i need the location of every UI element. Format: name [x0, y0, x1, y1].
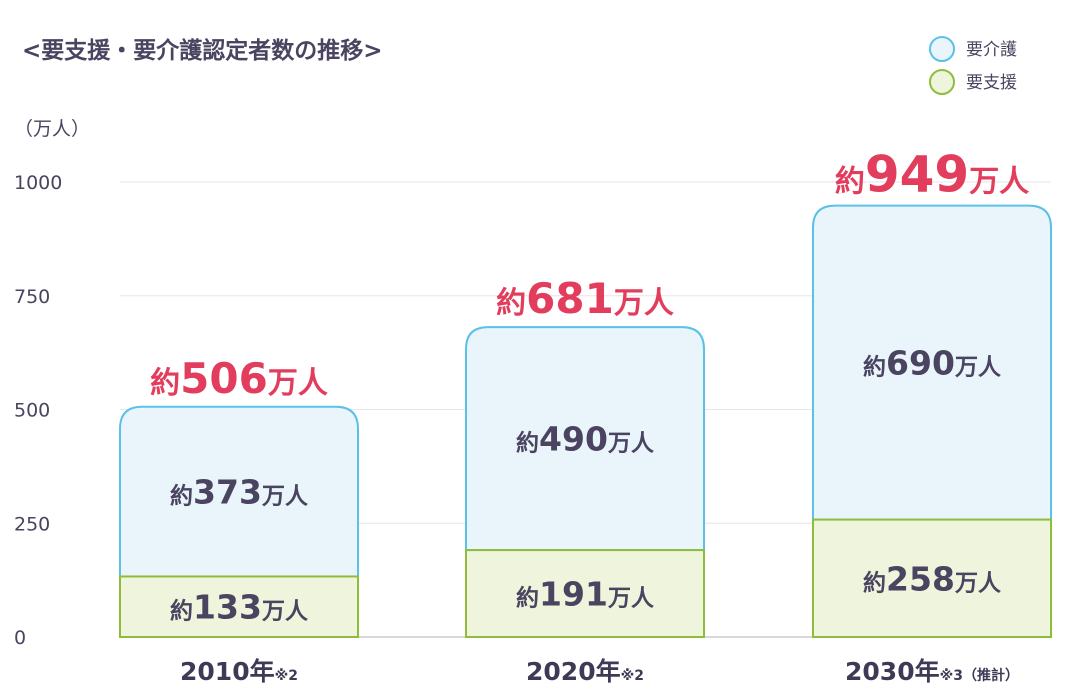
y-axis-unit: （万人）	[14, 118, 90, 140]
support-value-label: 約191万人	[516, 575, 655, 614]
legend-swatch-care	[929, 36, 955, 62]
bar-care	[812, 204, 1052, 521]
legend-label-care: 要介護	[966, 40, 1017, 60]
y-tick-label: 0	[14, 627, 26, 649]
care-value-label: 約690万人	[863, 344, 1002, 383]
total-value-label: 約681万人	[496, 274, 674, 323]
x-axis-label: 2020年※2	[526, 657, 644, 686]
total-value-label: 約506万人	[150, 354, 328, 403]
support-value-label: 約258万人	[863, 559, 1002, 598]
care-value-label: 約490万人	[516, 420, 655, 459]
y-axis-ticks: 0 250 500 750 1000	[14, 172, 62, 649]
care-value-label: 約373万人	[170, 473, 309, 512]
y-tick-label: 250	[14, 513, 50, 535]
legend-label-support: 要支援	[966, 73, 1017, 93]
legend: 要介護 要支援	[929, 36, 1017, 95]
chart-title: <要支援・要介護認定者数の推移>	[22, 37, 383, 64]
y-tick-label: 500	[14, 400, 50, 422]
x-axis-labels: 2010年※2 2020年※2 2030年※3（推計）	[180, 657, 1019, 686]
bar-support	[812, 518, 1052, 638]
bar-support	[465, 549, 705, 638]
legend-swatch-support	[929, 69, 955, 95]
x-axis-label: 2030年※3（推計）	[845, 657, 1019, 686]
y-tick-label: 1000	[14, 172, 62, 194]
bar-support	[119, 575, 359, 638]
bar-care	[465, 326, 705, 552]
bar-care	[119, 405, 359, 578]
support-value-label: 約133万人	[170, 588, 309, 627]
total-value-label: 約949万人	[835, 146, 1029, 204]
x-axis-label: 2010年※2	[180, 657, 298, 686]
y-tick-label: 750	[14, 286, 50, 308]
